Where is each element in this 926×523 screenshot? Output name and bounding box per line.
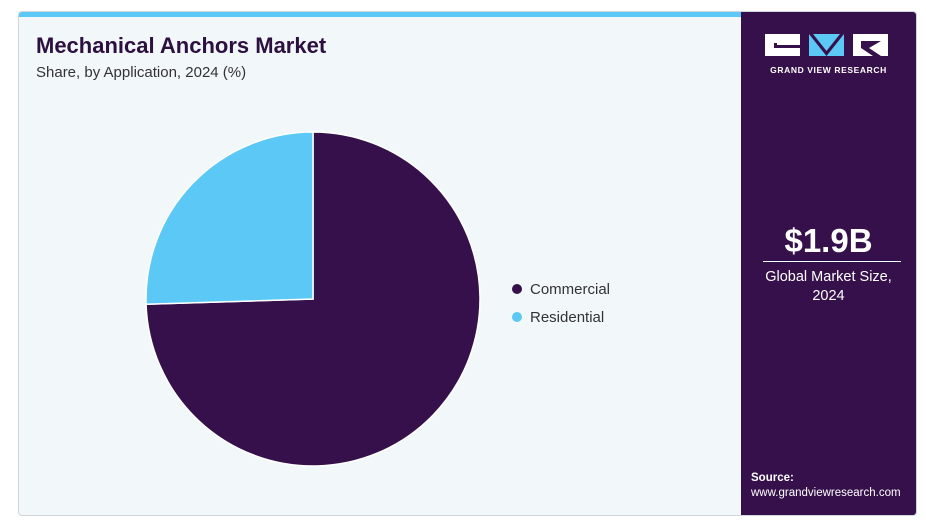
info-sidebar: GRAND VIEW RESEARCH $1.9B Global Market … — [741, 12, 916, 515]
legend-item-residential: Residential — [512, 303, 610, 331]
accent-bar — [19, 12, 741, 17]
brand-logo-icon — [765, 34, 888, 56]
legend-swatch-commercial — [512, 284, 522, 294]
market-size-value: $1.9B — [784, 222, 873, 259]
market-size-label-line1: Global Market Size, — [765, 269, 892, 285]
legend-label-residential: Residential — [530, 308, 605, 326]
chart-card: Mechanical Anchors Market Share, by Appl… — [18, 11, 917, 516]
chart-title: Mechanical Anchors Market — [36, 33, 327, 58]
legend-swatch-residential — [512, 312, 522, 322]
source-url[interactable]: www.grandviewresearch.com — [751, 487, 901, 499]
source-label: Source: — [751, 472, 794, 484]
market-size-label-line2: 2024 — [812, 288, 845, 304]
pie-slice-commercial — [145, 131, 481, 467]
legend-label-commercial: Commercial — [530, 280, 611, 298]
legend: Commercial Residential — [512, 275, 610, 331]
divider — [763, 261, 901, 262]
chart-subtitle: Share, by Application, 2024 (%) — [36, 64, 247, 81]
brand-name: GRAND VIEW RESEARCH — [770, 65, 887, 75]
market-size-label: Global Market Size, 2024 — [741, 268, 916, 306]
pie-chart — [145, 131, 481, 467]
legend-item-commercial: Commercial — [512, 275, 610, 303]
pie-slice-residential — [145, 131, 314, 306]
